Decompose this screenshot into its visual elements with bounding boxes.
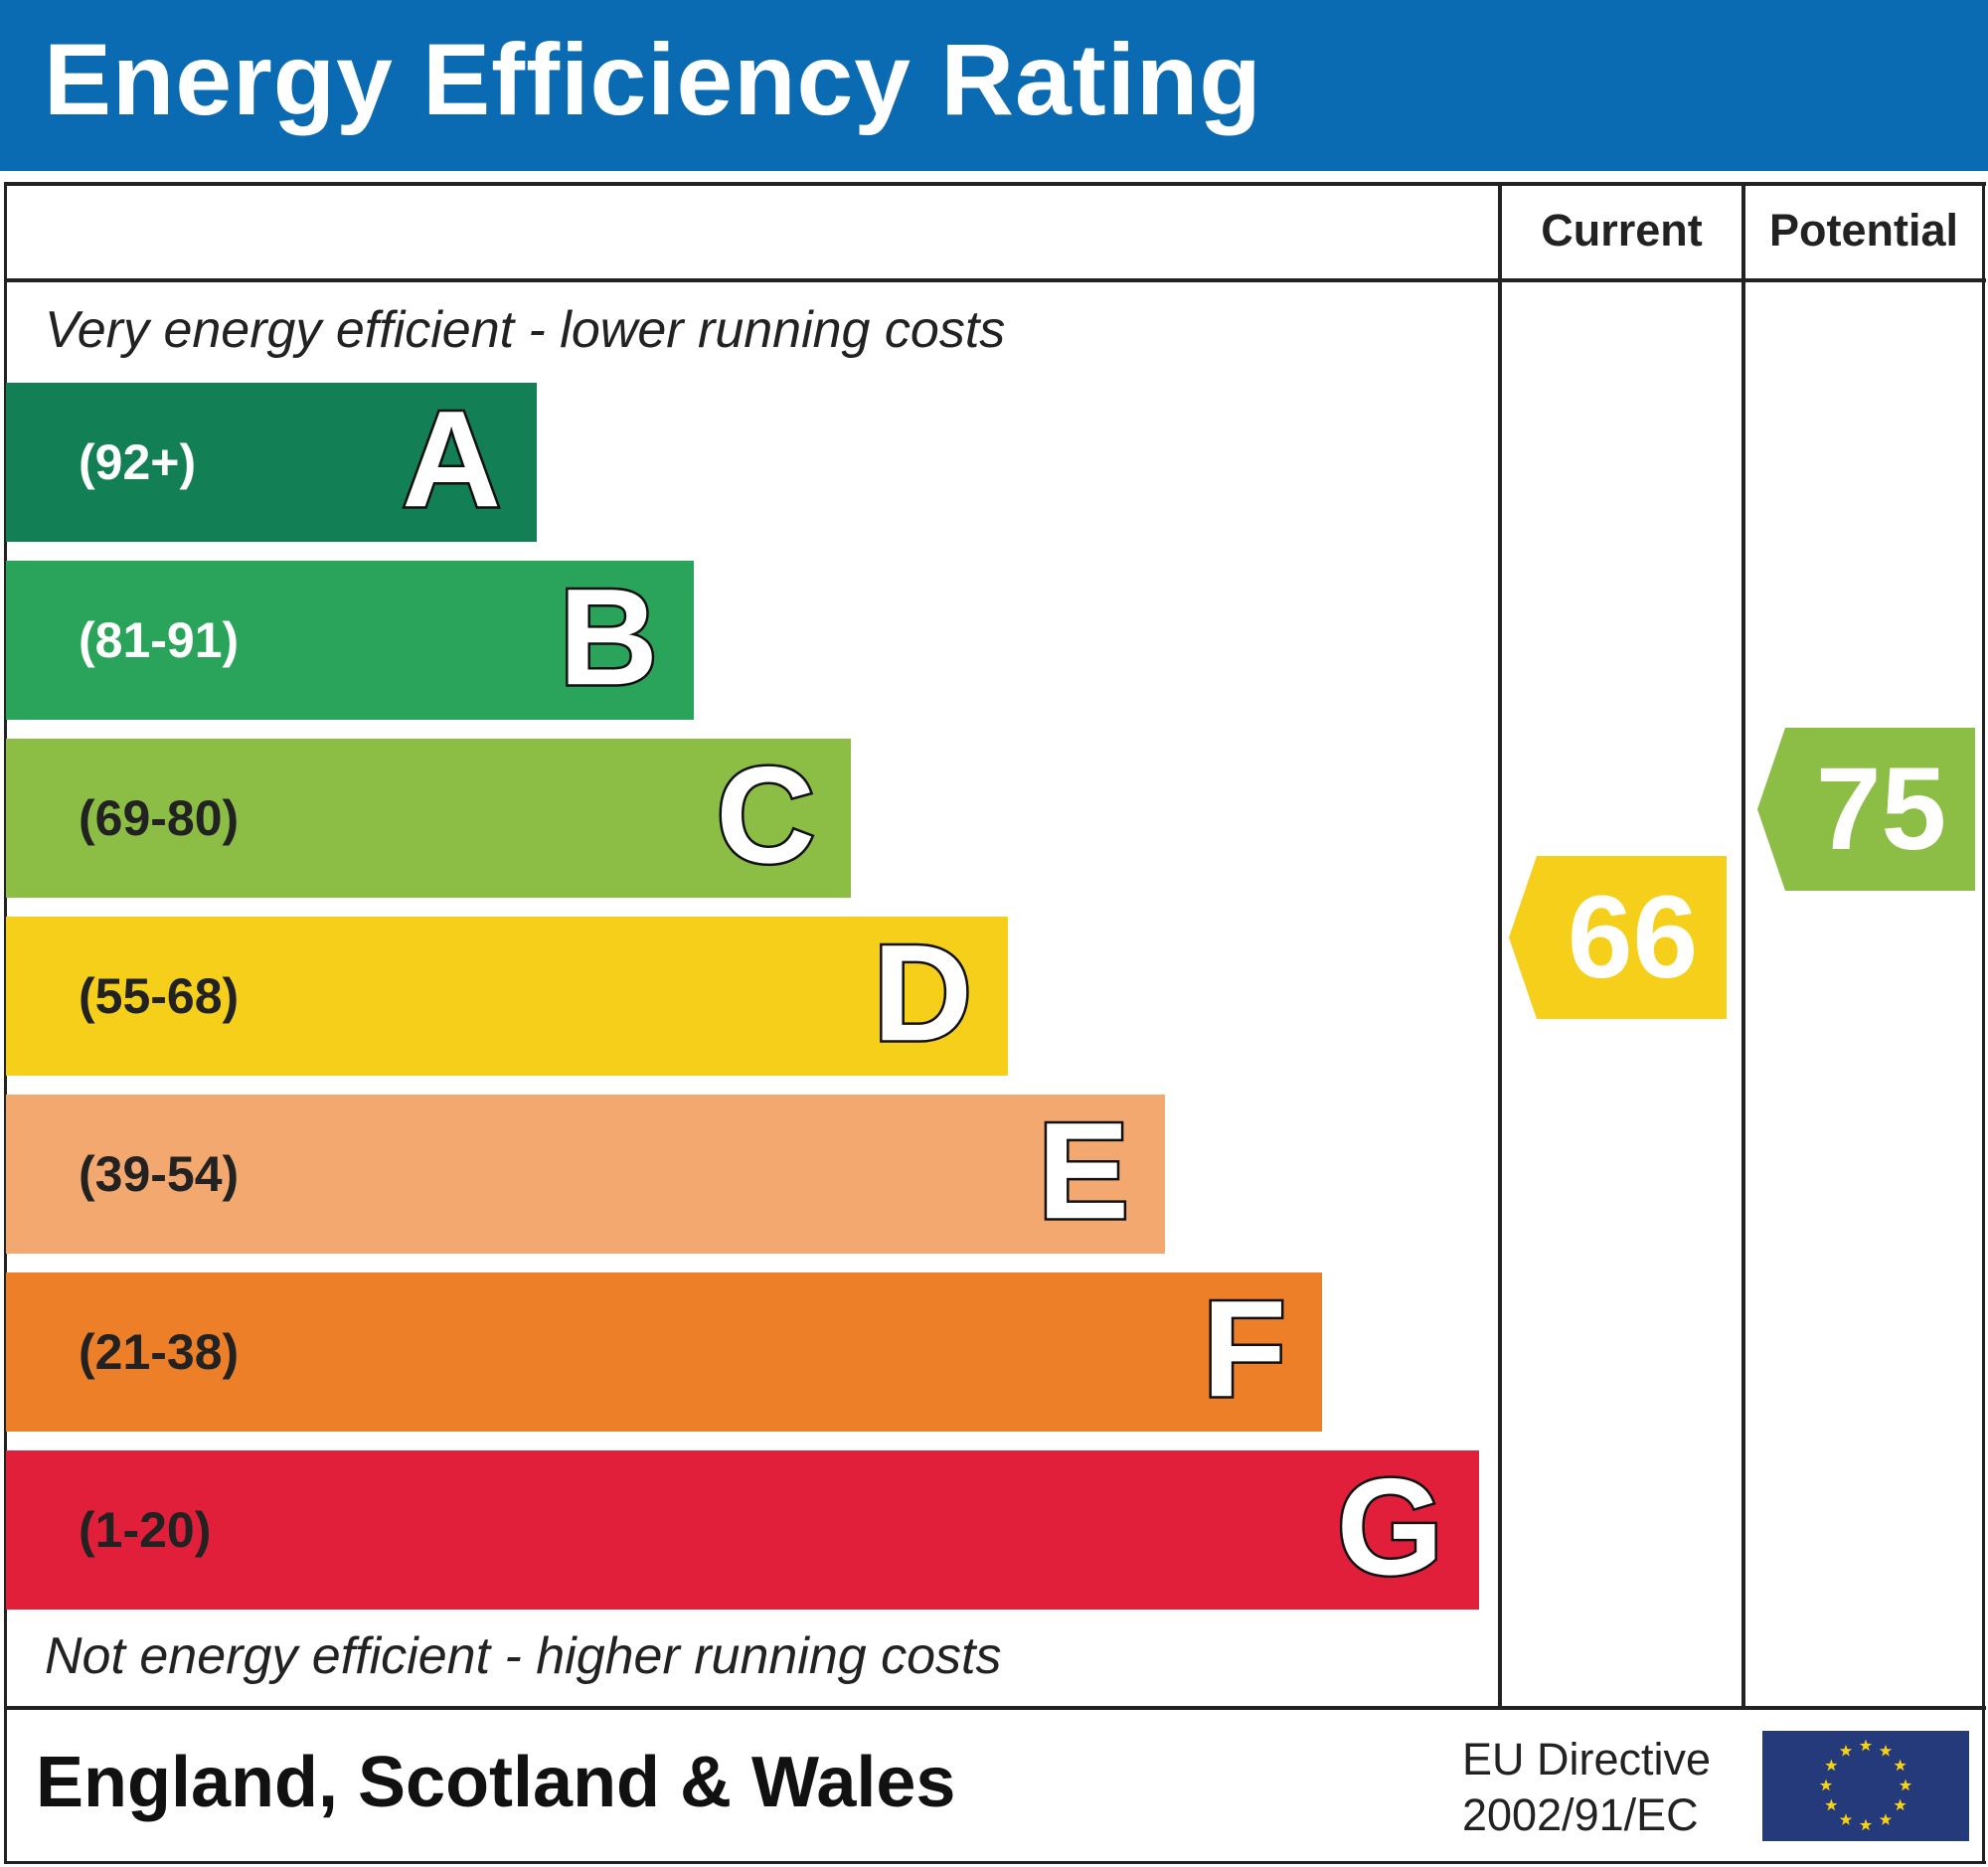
band-letter: B xyxy=(557,561,661,715)
band-range-label: (81-91) xyxy=(79,612,240,668)
potential-column-divider xyxy=(1741,182,1745,1708)
eu-star-icon xyxy=(1825,1798,1838,1811)
band-bar-a: (92+) A xyxy=(6,383,537,542)
eu-star-icon xyxy=(1819,1779,1833,1791)
chart-title: Energy Efficiency Rating xyxy=(44,23,1262,136)
band-range-label: (21-38) xyxy=(79,1324,240,1380)
footer-divider xyxy=(4,1706,1986,1710)
current-rating-value: 66 xyxy=(1567,872,1699,1003)
current-arrow-shape xyxy=(1509,856,1727,1019)
band-bar-f: (21-38) F xyxy=(6,1273,1322,1432)
band-bar-e: (39-54) E xyxy=(6,1095,1165,1254)
potential-arrow-shape xyxy=(1757,728,1975,891)
eu-flag-icon xyxy=(1762,1731,1969,1841)
header-row-divider xyxy=(4,278,1986,282)
band-letter: A xyxy=(400,383,504,537)
band-letter: D xyxy=(871,917,975,1071)
top-note: Very energy efficient - lower running co… xyxy=(45,301,1006,359)
bottom-note: Not energy efficient - higher running co… xyxy=(45,1627,1002,1685)
eu-star-icon xyxy=(1839,1813,1853,1825)
band-letter: G xyxy=(1334,1450,1445,1605)
eu-star-icon xyxy=(1899,1779,1912,1791)
current-column-header: Current xyxy=(1541,205,1703,255)
frame-left xyxy=(4,182,7,1864)
eu-star-icon xyxy=(1879,1813,1893,1825)
band-bar-b: (81-91) B xyxy=(6,561,694,720)
eu-star-icon xyxy=(1839,1744,1853,1757)
frame-top xyxy=(4,182,1986,186)
potential-column-header: Potential xyxy=(1768,205,1959,255)
eu-star-icon xyxy=(1859,1739,1873,1752)
band-letter: F xyxy=(1200,1273,1288,1427)
title-banner: Energy Efficiency Rating xyxy=(0,0,1988,171)
potential-rating-value: 75 xyxy=(1815,744,1947,875)
band-range-label: (39-54) xyxy=(79,1146,240,1202)
current-rating-arrow: 66 xyxy=(1509,856,1727,1019)
band-range-label: (92+) xyxy=(79,434,197,490)
band-bar-c: (69-80) C xyxy=(6,739,851,898)
eu-directive-label: EU Directive xyxy=(1462,1734,1712,1784)
eu-star-icon xyxy=(1825,1759,1838,1772)
eu-directive-number: 2002/91/EC xyxy=(1462,1789,1699,1840)
frame-right xyxy=(1982,182,1985,1864)
band-letter: C xyxy=(714,739,818,893)
band-bar-d: (55-68) D xyxy=(6,917,1008,1076)
eu-star-icon xyxy=(1894,1759,1906,1772)
band-range-label: (69-80) xyxy=(79,790,240,846)
band-letter: E xyxy=(1035,1095,1131,1249)
band-bar-g: (1-20) G xyxy=(6,1450,1479,1610)
frame-bottom xyxy=(4,1861,1986,1864)
band-range-label: (55-68) xyxy=(79,968,240,1024)
footer-region: England, Scotland & Wales xyxy=(36,1743,956,1822)
eu-star-icon xyxy=(1879,1744,1893,1757)
band-range-label: (1-20) xyxy=(79,1502,212,1558)
eu-star-icon xyxy=(1894,1798,1906,1811)
current-column-divider xyxy=(1498,182,1502,1708)
eu-star-icon xyxy=(1859,1818,1873,1831)
potential-rating-arrow: 75 xyxy=(1757,728,1975,891)
